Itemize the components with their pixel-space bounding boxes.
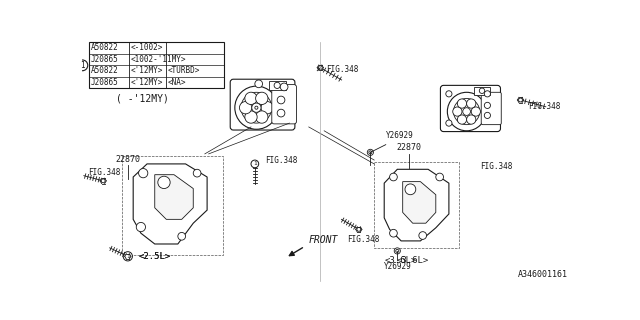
Circle shape <box>447 92 486 131</box>
Circle shape <box>277 109 285 117</box>
Circle shape <box>369 151 372 154</box>
Text: FRONT: FRONT <box>308 235 338 245</box>
Text: 22870: 22870 <box>396 143 421 152</box>
Circle shape <box>467 115 476 124</box>
Circle shape <box>394 248 401 254</box>
Circle shape <box>436 173 444 181</box>
Polygon shape <box>384 169 449 241</box>
Circle shape <box>123 252 132 261</box>
Text: <3.6L>: <3.6L> <box>397 256 429 265</box>
Bar <box>269 81 285 90</box>
Circle shape <box>467 99 476 108</box>
Text: A50822: A50822 <box>91 66 118 75</box>
Circle shape <box>245 92 257 105</box>
Text: J20865: J20865 <box>91 55 118 64</box>
Circle shape <box>484 102 490 108</box>
Text: FIG.348: FIG.348 <box>326 65 359 74</box>
Circle shape <box>77 60 88 71</box>
Circle shape <box>479 88 484 93</box>
Circle shape <box>101 179 105 183</box>
Circle shape <box>390 229 397 237</box>
Text: FIG.348: FIG.348 <box>528 101 561 110</box>
Circle shape <box>255 106 258 109</box>
Text: <-1002>: <-1002> <box>131 43 163 52</box>
Text: A346001161: A346001161 <box>518 270 568 279</box>
Text: <'12MY>: <'12MY> <box>131 78 163 87</box>
Circle shape <box>280 83 288 91</box>
Circle shape <box>261 101 273 114</box>
Circle shape <box>158 176 170 188</box>
Circle shape <box>252 103 261 112</box>
Text: <'12MY>: <'12MY> <box>131 66 163 75</box>
Circle shape <box>419 232 427 239</box>
Circle shape <box>126 254 130 258</box>
Bar <box>474 87 490 95</box>
Circle shape <box>139 169 148 178</box>
Circle shape <box>357 228 361 231</box>
FancyBboxPatch shape <box>230 79 295 130</box>
Text: FIG.348: FIG.348 <box>88 168 120 177</box>
Text: <1002-'11MY>: <1002-'11MY> <box>131 55 186 64</box>
Circle shape <box>396 249 399 252</box>
Text: FIG.348: FIG.348 <box>265 156 297 165</box>
Circle shape <box>458 99 467 108</box>
Text: ( -'12MY): ( -'12MY) <box>116 94 169 104</box>
Text: 22870: 22870 <box>115 155 140 164</box>
Circle shape <box>463 108 470 116</box>
Circle shape <box>318 66 322 69</box>
Text: 1: 1 <box>80 61 84 70</box>
Circle shape <box>277 96 285 104</box>
Circle shape <box>367 149 373 156</box>
Circle shape <box>245 111 257 123</box>
Circle shape <box>446 91 452 97</box>
Circle shape <box>235 86 278 129</box>
Polygon shape <box>133 164 207 244</box>
Circle shape <box>484 91 490 97</box>
Text: A50822: A50822 <box>91 43 118 52</box>
Bar <box>90 42 224 88</box>
Circle shape <box>458 115 467 124</box>
Text: J20865: J20865 <box>91 78 118 87</box>
Circle shape <box>136 222 145 232</box>
Circle shape <box>518 98 522 102</box>
Circle shape <box>452 107 462 116</box>
Circle shape <box>471 107 481 116</box>
Circle shape <box>274 82 280 88</box>
Text: Y26929: Y26929 <box>383 262 411 271</box>
Bar <box>374 162 459 248</box>
Circle shape <box>484 112 490 118</box>
Text: <2.5L>: <2.5L> <box>139 252 171 261</box>
Circle shape <box>255 92 268 105</box>
Circle shape <box>178 232 186 240</box>
Text: FIG.348: FIG.348 <box>348 235 380 244</box>
Text: <2.5L>: <2.5L> <box>139 252 171 261</box>
Bar <box>122 156 223 255</box>
Circle shape <box>251 160 259 168</box>
Text: Y26929: Y26929 <box>386 131 413 140</box>
Circle shape <box>405 184 416 195</box>
Circle shape <box>255 111 268 123</box>
Text: <NA>: <NA> <box>168 78 186 87</box>
Text: <3.6L>: <3.6L> <box>385 256 417 265</box>
FancyBboxPatch shape <box>272 84 296 124</box>
Polygon shape <box>403 182 436 223</box>
Circle shape <box>239 101 252 114</box>
Circle shape <box>454 99 480 124</box>
FancyBboxPatch shape <box>481 92 501 124</box>
Circle shape <box>390 173 397 181</box>
Text: 1: 1 <box>126 254 130 259</box>
Text: <TURBD>: <TURBD> <box>168 66 200 75</box>
FancyBboxPatch shape <box>440 85 500 132</box>
Circle shape <box>446 120 452 126</box>
Text: FIG.348: FIG.348 <box>481 162 513 171</box>
Text: 1: 1 <box>253 161 257 166</box>
Polygon shape <box>155 175 193 219</box>
Circle shape <box>193 169 201 177</box>
Circle shape <box>241 92 272 123</box>
Circle shape <box>253 162 257 166</box>
Circle shape <box>255 80 262 88</box>
